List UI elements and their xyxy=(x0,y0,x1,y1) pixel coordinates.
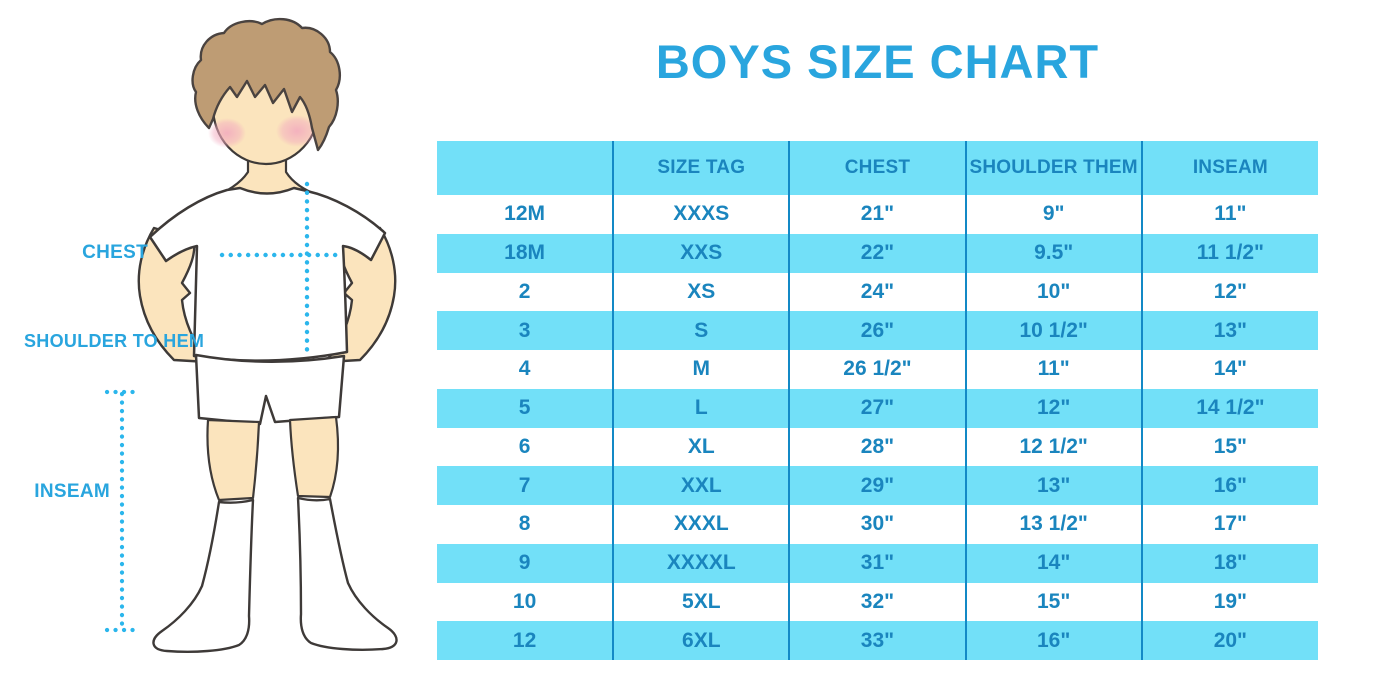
cell-shoulder-hem: 11" xyxy=(964,350,1142,389)
cell-size: 18M xyxy=(504,241,546,265)
cell-shoulder-hem: 10" xyxy=(964,272,1142,312)
inseam-label: INSEAM xyxy=(34,481,110,502)
hair xyxy=(191,17,342,152)
size-table-header-row: SIZE TAG CHEST SHOULDER THEM INSEAM xyxy=(437,141,1318,195)
cell-inseam: 20" xyxy=(1140,621,1318,660)
cell-size: 3 xyxy=(518,318,531,342)
cell-inseam: 12" xyxy=(1140,272,1318,312)
table-row: 12 6XL 33" 16" 20" xyxy=(437,621,1318,660)
cell-shoulder-hem: 9.5" xyxy=(964,233,1142,273)
cell-chest: 30" xyxy=(788,505,966,544)
cell-shoulder-hem: 9" xyxy=(964,195,1142,234)
blush-right-cheek xyxy=(276,115,318,147)
cell-inseam: 14" xyxy=(1140,350,1318,389)
cell-inseam: 17" xyxy=(1140,505,1318,544)
boy-figure-illustration xyxy=(104,17,398,653)
blush-left-cheek xyxy=(208,118,246,148)
cell-size-tag: 5XL xyxy=(612,582,790,622)
cell-inseam: 16" xyxy=(1140,466,1318,505)
size-chart-table: SIZE TAG CHEST SHOULDER THEM INSEAM 12M … xyxy=(437,141,1318,660)
cell-shoulder-hem: 12" xyxy=(964,388,1142,428)
cell-size-tag: XXXXL xyxy=(612,543,790,583)
cell-shoulder-hem: 14" xyxy=(964,543,1142,583)
cell-size-tag: XL xyxy=(612,427,790,467)
table-row: 12M XXXS 21" 9" 11" xyxy=(437,195,1318,234)
table-row: 10 5XL 32" 15" 19" xyxy=(437,582,1318,622)
cell-size-tag: M xyxy=(612,350,790,389)
cell-inseam: 18" xyxy=(1140,543,1318,583)
table-row: 9 XXXXL 31" 14" 18" xyxy=(437,543,1318,583)
cell-chest: 28" xyxy=(788,427,966,467)
table-row: 4 M 26 1/2" 11" 14" xyxy=(437,350,1318,389)
cell-chest: 33" xyxy=(788,621,966,660)
size-table-body: 12M XXXS 21" 9" 11" 18M XXS 22" 9.5" 11 … xyxy=(437,195,1318,660)
table-row: 3 S 26" 10 1/2" 13" xyxy=(437,311,1318,350)
cell-size-tag: XXS xyxy=(612,233,790,273)
cell-size: 7 xyxy=(518,473,531,497)
cell-shoulder-hem: 12 1/2" xyxy=(964,427,1142,467)
table-row: 5 L 27" 12" 14 1/2" xyxy=(437,388,1318,428)
cell-size: 9 xyxy=(518,551,531,575)
cell-size-tag: S xyxy=(612,311,790,350)
shoulder-to-hem-label: SHOULDER TO HEM xyxy=(24,331,205,351)
cell-chest: 29" xyxy=(788,466,966,505)
cell-shoulder-hem: 13 1/2" xyxy=(964,505,1142,544)
left-arm xyxy=(137,226,210,364)
cell-size: 4 xyxy=(518,357,531,381)
cell-size: 12M xyxy=(504,202,546,226)
page-title: BOYS SIZE CHART xyxy=(655,35,1100,88)
cell-size: 2 xyxy=(518,279,531,303)
cell-chest: 32" xyxy=(788,582,966,622)
cell-inseam: 11 1/2" xyxy=(1140,233,1318,273)
left-sock xyxy=(152,498,255,653)
col-header-inseam: INSEAM xyxy=(1140,141,1318,195)
cell-size-tag: XXXL xyxy=(612,505,790,544)
cell-inseam: 13" xyxy=(1140,311,1318,350)
cell-shoulder-hem: 15" xyxy=(964,582,1142,622)
cell-chest: 26 1/2" xyxy=(788,350,966,389)
right-sock xyxy=(296,496,398,651)
cell-inseam: 14 1/2" xyxy=(1140,388,1318,428)
cell-shoulder-hem: 10 1/2" xyxy=(964,311,1142,350)
table-row: 18M XXS 22" 9.5" 11 1/2" xyxy=(437,233,1318,273)
chest-label: CHEST xyxy=(82,242,148,263)
cell-chest: 31" xyxy=(788,543,966,583)
t-shirt xyxy=(148,186,387,362)
cell-size-tag: XXXS xyxy=(612,195,790,234)
cell-shoulder-hem: 16" xyxy=(964,621,1142,660)
col-header-size-tag: SIZE TAG xyxy=(612,141,790,195)
col-header-shoulder-hem: SHOULDER THEM xyxy=(964,141,1142,195)
cell-size: 6 xyxy=(518,434,531,458)
cell-chest: 22" xyxy=(788,233,966,273)
cell-inseam: 19" xyxy=(1140,582,1318,622)
cell-size-tag: L xyxy=(612,388,790,428)
table-row: 8 XXXL 30" 13 1/2" 17" xyxy=(437,505,1318,544)
left-leg xyxy=(206,418,261,502)
table-row: 2 XS 24" 10" 12" xyxy=(437,272,1318,312)
cell-chest: 26" xyxy=(788,311,966,350)
cell-chest: 21" xyxy=(788,195,966,234)
col-header-size xyxy=(437,141,614,195)
cell-size-tag: XXL xyxy=(612,466,790,505)
cell-size: 5 xyxy=(518,396,531,420)
cell-size-tag: 6XL xyxy=(612,621,790,660)
cell-chest: 27" xyxy=(788,388,966,428)
cell-inseam: 15" xyxy=(1140,427,1318,467)
cell-size: 12 xyxy=(512,628,537,652)
cell-shoulder-hem: 13" xyxy=(964,466,1142,505)
cell-chest: 24" xyxy=(788,272,966,312)
table-row: 7 XXL 29" 13" 16" xyxy=(437,466,1318,505)
col-header-chest: CHEST xyxy=(788,141,966,195)
right-leg xyxy=(288,415,340,499)
cell-size: 8 xyxy=(518,512,531,536)
shorts xyxy=(194,353,346,426)
table-row: 6 XL 28" 12 1/2" 15" xyxy=(437,427,1318,467)
cell-size-tag: XS xyxy=(612,272,790,312)
cell-size: 10 xyxy=(512,589,537,613)
cell-inseam: 11" xyxy=(1140,195,1318,234)
